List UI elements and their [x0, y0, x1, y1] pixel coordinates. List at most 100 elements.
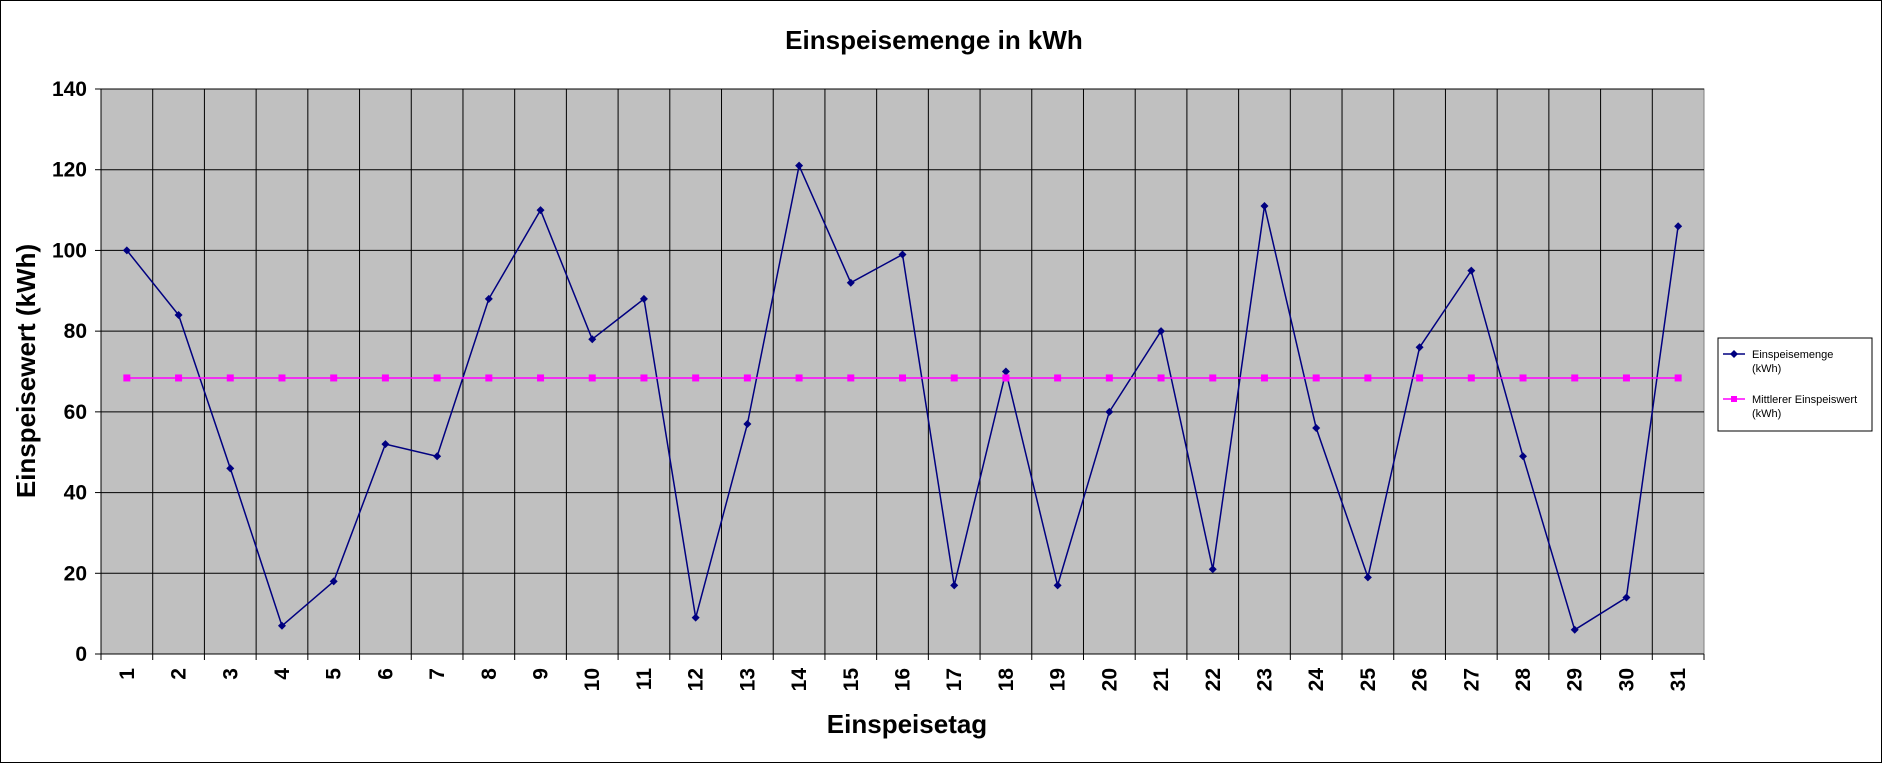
- point-einspeisemenge-8: [484, 294, 493, 303]
- point-einspeisemenge-28: [1519, 452, 1528, 461]
- point-mittlerer-einspeiswert-14: [795, 374, 803, 382]
- x-tick-label-12: 12: [685, 668, 708, 691]
- point-einspeisemenge-15: [846, 278, 855, 287]
- point-einspeisemenge-17: [950, 581, 959, 590]
- x-tick-label-18: 18: [995, 668, 1018, 692]
- y-tick-label-100: 100: [52, 239, 87, 262]
- point-einspeisemenge-27: [1467, 266, 1476, 275]
- x-tick-label-29: 29: [1564, 668, 1587, 691]
- point-einspeisemenge-14: [795, 161, 804, 170]
- x-tick-label-7: 7: [426, 668, 449, 680]
- point-mittlerer-einspeiswert-21: [1157, 374, 1165, 382]
- x-tick-label-20: 20: [1098, 668, 1121, 691]
- chart-title: Einspeisemenge in kWh: [785, 25, 1083, 55]
- point-einspeisemenge-4: [277, 621, 286, 630]
- x-tick-label-4: 4: [271, 668, 294, 680]
- point-mittlerer-einspeiswert-20: [1105, 374, 1113, 382]
- point-mittlerer-einspeiswert-2: [175, 374, 183, 382]
- grid-layer: [101, 88, 1704, 654]
- point-mittlerer-einspeiswert-16: [899, 374, 906, 382]
- x-tick-label-10: 10: [581, 668, 604, 691]
- x-tick-label-22: 22: [1202, 668, 1225, 691]
- point-mittlerer-einspeiswert-13: [743, 374, 751, 382]
- x-tick-label-8: 8: [478, 668, 501, 680]
- point-mittlerer-einspeiswert-28: [1519, 374, 1527, 382]
- x-tick-label-21: 21: [1150, 668, 1173, 692]
- point-mittlerer-einspeiswert-24: [1312, 374, 1320, 382]
- point-mittlerer-einspeiswert-7: [433, 374, 441, 382]
- point-einspeisemenge-30: [1622, 593, 1631, 602]
- point-einspeisemenge-13: [743, 419, 752, 428]
- x-tick-label-31: 31: [1667, 668, 1690, 692]
- y-tick-label-80: 80: [64, 320, 87, 343]
- point-mittlerer-einspeiswert-27: [1467, 374, 1475, 382]
- point-einspeisemenge-26: [1415, 343, 1424, 352]
- point-einspeisemenge-1: [122, 246, 131, 255]
- point-einspeisemenge-25: [1363, 573, 1372, 582]
- point-einspeisemenge-23: [1260, 202, 1269, 211]
- x-tick-label-6: 6: [374, 668, 397, 680]
- point-einspeisemenge-2: [174, 311, 183, 319]
- point-einspeisemenge-10: [588, 335, 597, 344]
- x-tick-label-17: 17: [943, 668, 966, 691]
- point-mittlerer-einspeiswert-5: [330, 374, 338, 382]
- point-einspeisemenge-18: [1001, 367, 1010, 376]
- y-tick-label-60: 60: [64, 401, 87, 424]
- point-mittlerer-einspeiswert-3: [226, 374, 234, 382]
- point-einspeisemenge-29: [1570, 625, 1579, 634]
- point-mittlerer-einspeiswert-17: [950, 374, 958, 382]
- x-tick-label-26: 26: [1409, 668, 1432, 691]
- point-mittlerer-einspeiswert-30: [1622, 374, 1630, 382]
- y-tick-label-0: 0: [75, 643, 87, 666]
- x-tick-label-9: 9: [530, 668, 553, 680]
- point-mittlerer-einspeiswert-19: [1054, 374, 1062, 382]
- point-einspeisemenge-31: [1674, 222, 1683, 231]
- y-axis-title: Einspeisewert (kWh): [11, 244, 41, 498]
- x-tick-label-15: 15: [840, 668, 863, 692]
- point-mittlerer-einspeiswert-26: [1416, 374, 1424, 382]
- y-tick-label-140: 140: [52, 78, 87, 101]
- point-mittlerer-einspeiswert-6: [381, 374, 389, 382]
- x-tick-label-14: 14: [788, 668, 811, 692]
- point-mittlerer-einspeiswert-22: [1209, 374, 1217, 382]
- x-tick-label-19: 19: [1047, 668, 1070, 691]
- x-axis-title: Einspeisetag: [827, 709, 987, 739]
- y-tick-label-40: 40: [64, 482, 87, 505]
- legend-label-einspeisemenge-line1: Einspeisemenge: [1752, 349, 1833, 361]
- x-tick-label-5: 5: [323, 668, 346, 680]
- point-mittlerer-einspeiswert-1: [123, 374, 131, 382]
- point-einspeisemenge-12: [691, 613, 700, 622]
- point-mittlerer-einspeiswert-9: [537, 374, 545, 382]
- point-mittlerer-einspeiswert-10: [588, 374, 596, 382]
- x-tick-label-13: 13: [736, 668, 759, 691]
- y-tick-label-120: 120: [52, 159, 87, 182]
- x-tick-label-28: 28: [1512, 668, 1535, 692]
- x-tick-label-27: 27: [1460, 668, 1483, 691]
- legend-marker-mittlerer: [1731, 396, 1737, 402]
- point-einspeisemenge-7: [433, 452, 442, 461]
- point-einspeisemenge-22: [1208, 565, 1217, 574]
- point-mittlerer-einspeiswert-25: [1364, 374, 1372, 382]
- point-mittlerer-einspeiswert-18: [1002, 374, 1010, 382]
- point-einspeisemenge-16: [898, 250, 907, 259]
- x-tick-label-24: 24: [1305, 668, 1328, 692]
- legend-label-mittlerer-line2: (kWh): [1752, 408, 1781, 420]
- point-einspeisemenge-21: [1157, 327, 1166, 336]
- x-tick-label-25: 25: [1357, 668, 1380, 692]
- point-einspeisemenge-19: [1053, 581, 1062, 590]
- point-mittlerer-einspeiswert-29: [1571, 374, 1579, 382]
- point-einspeisemenge-3: [226, 464, 235, 473]
- point-einspeisemenge-11: [639, 294, 648, 303]
- x-tick-label-1: 1: [116, 668, 139, 680]
- point-mittlerer-einspeiswert-11: [640, 374, 648, 382]
- point-mittlerer-einspeiswert-15: [847, 374, 855, 382]
- point-einspeisemenge-5: [329, 577, 338, 586]
- point-mittlerer-einspeiswert-23: [1260, 374, 1268, 382]
- legend-marker-einspeisemenge: [1730, 350, 1738, 358]
- point-einspeisemenge-20: [1105, 407, 1114, 416]
- point-einspeisemenge-9: [536, 206, 545, 215]
- x-tick-label-16: 16: [892, 668, 915, 691]
